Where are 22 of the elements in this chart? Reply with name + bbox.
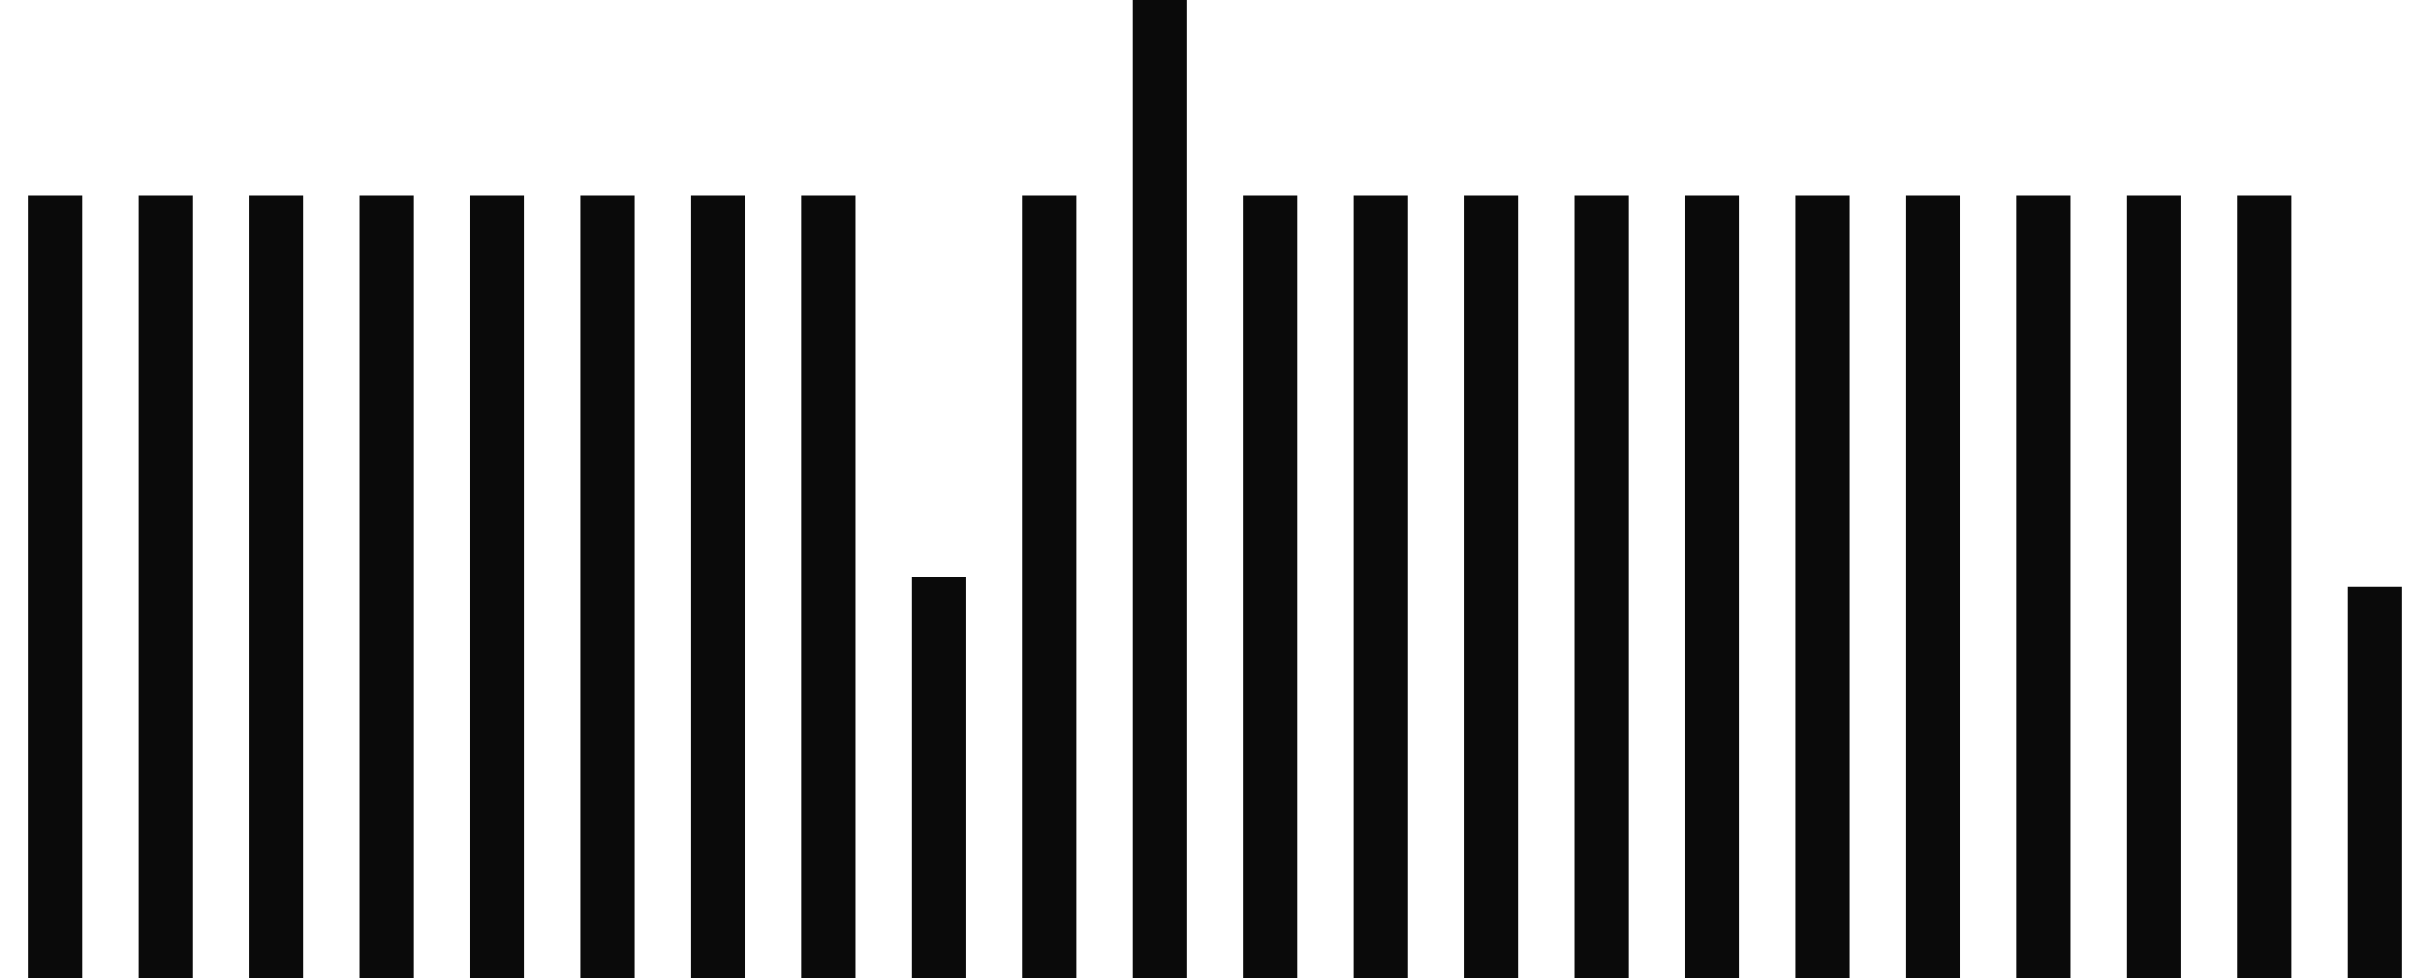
bar [801, 195, 856, 978]
bar [249, 195, 304, 978]
bar [1132, 0, 1187, 978]
bar [1684, 195, 1740, 978]
bar [1795, 195, 1850, 978]
bar [911, 577, 966, 978]
bar [1353, 195, 1408, 978]
bar [138, 195, 193, 978]
bar [1905, 195, 1961, 978]
bar [580, 195, 635, 978]
bar [1022, 195, 1077, 978]
bar [469, 195, 525, 978]
bar [2016, 195, 2071, 978]
bar [2126, 195, 2181, 978]
bar [1574, 195, 1629, 978]
bar [1464, 195, 1519, 978]
bar [2347, 586, 2402, 978]
bar [1243, 195, 1298, 978]
bar [28, 195, 83, 978]
bar [690, 195, 746, 978]
bar [2237, 195, 2292, 978]
bar [359, 195, 414, 978]
